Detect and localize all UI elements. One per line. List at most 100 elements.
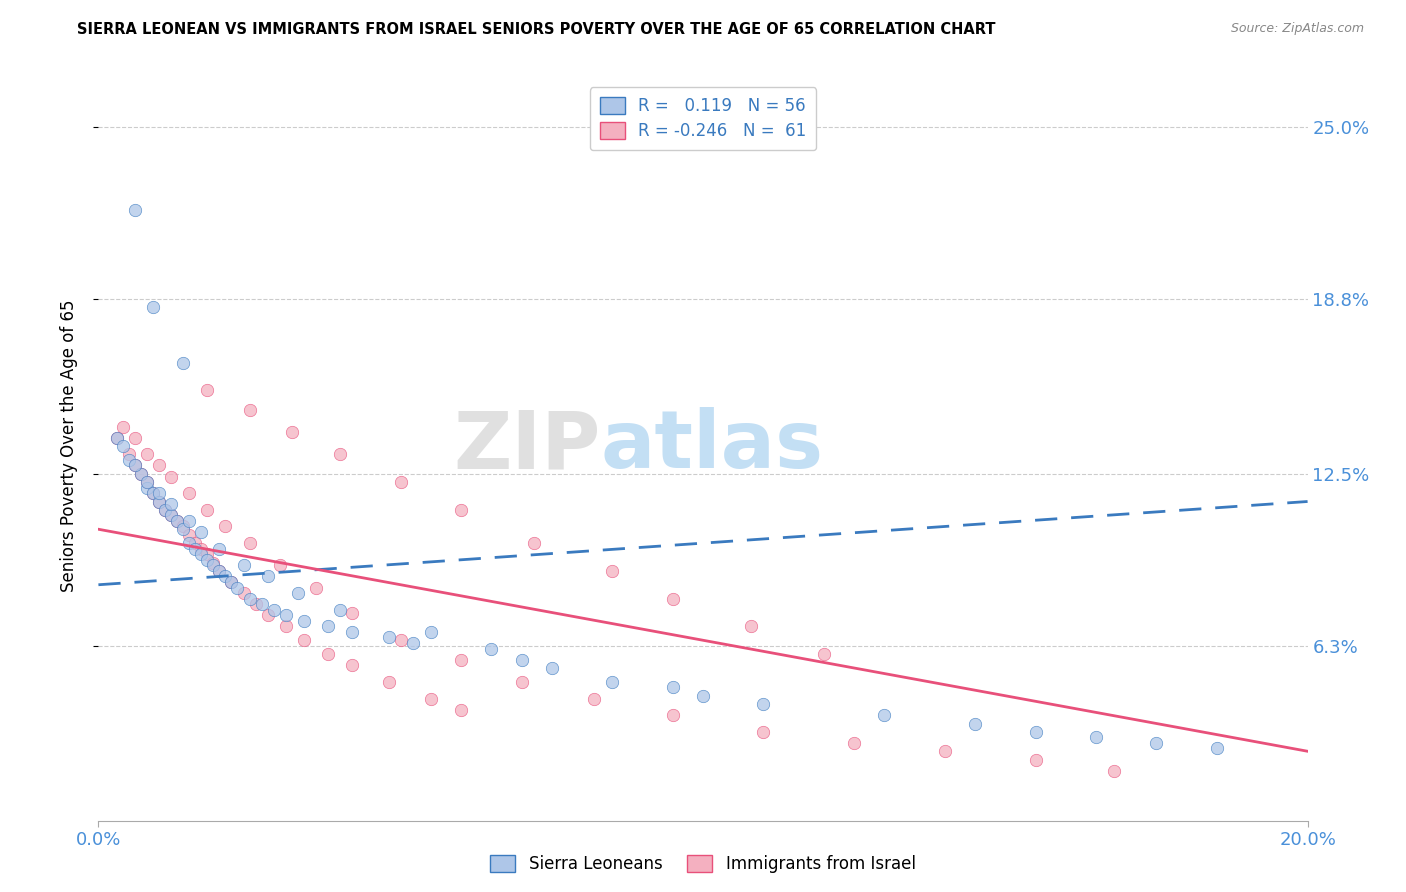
Point <box>184 536 207 550</box>
Text: SIERRA LEONEAN VS IMMIGRANTS FROM ISRAEL SENIORS POVERTY OVER THE AGE OF 65 CORR: SIERRA LEONEAN VS IMMIGRANTS FROM ISRAEL… <box>77 22 995 37</box>
Point <box>148 494 170 508</box>
Point <box>510 653 533 667</box>
Point <box>602 674 624 689</box>
Point <box>692 689 714 703</box>
Point <box>873 708 896 723</box>
Point <box>481 641 503 656</box>
Point <box>377 674 399 689</box>
Point <box>179 514 201 528</box>
Point <box>118 453 141 467</box>
Point <box>208 564 231 578</box>
Point <box>232 558 254 573</box>
Point <box>1206 741 1229 756</box>
Point <box>124 431 146 445</box>
Point <box>661 591 683 606</box>
Point <box>166 514 188 528</box>
Point <box>292 614 315 628</box>
Point <box>965 716 987 731</box>
Point <box>226 581 249 595</box>
Point <box>129 467 152 481</box>
Point <box>148 458 170 473</box>
Point <box>269 558 291 573</box>
Point <box>202 556 225 570</box>
Point <box>179 536 201 550</box>
Point <box>160 497 183 511</box>
Point <box>256 569 278 583</box>
Point <box>1024 753 1046 767</box>
Point <box>166 514 188 528</box>
Point <box>208 564 231 578</box>
Point <box>329 447 352 461</box>
Point <box>316 619 339 633</box>
Point <box>179 528 201 542</box>
Point <box>105 431 128 445</box>
Point <box>184 541 207 556</box>
Point <box>135 481 157 495</box>
Point <box>118 447 141 461</box>
Point <box>540 661 562 675</box>
Point <box>124 458 146 473</box>
Point <box>450 653 472 667</box>
Point <box>124 458 146 473</box>
Point <box>1144 736 1167 750</box>
Point <box>239 403 262 417</box>
Point <box>389 475 412 489</box>
Point <box>1024 724 1046 739</box>
Point <box>221 574 243 589</box>
Point <box>239 536 262 550</box>
Point <box>135 475 157 489</box>
Point <box>153 503 176 517</box>
Point <box>934 744 956 758</box>
Point <box>523 536 546 550</box>
Point <box>329 603 352 617</box>
Point <box>450 503 472 517</box>
Point <box>292 633 315 648</box>
Point <box>111 439 134 453</box>
Point <box>142 486 165 500</box>
Point <box>263 603 285 617</box>
Point <box>1085 731 1108 745</box>
Y-axis label: Seniors Poverty Over the Age of 65: Seniors Poverty Over the Age of 65 <box>59 300 77 592</box>
Point <box>450 703 472 717</box>
Point <box>153 503 176 517</box>
Point <box>1102 764 1125 778</box>
Point <box>148 494 170 508</box>
Point <box>111 419 134 434</box>
Point <box>342 658 364 673</box>
Point <box>172 519 194 533</box>
Point <box>661 681 683 695</box>
Text: Source: ZipAtlas.com: Source: ZipAtlas.com <box>1230 22 1364 36</box>
Point <box>135 475 157 489</box>
Point <box>342 624 364 639</box>
Point <box>316 647 339 661</box>
Point <box>214 519 236 533</box>
Point <box>305 581 328 595</box>
Point <box>239 591 262 606</box>
Point <box>105 431 128 445</box>
Point <box>232 586 254 600</box>
Point <box>190 547 212 561</box>
Point <box>420 624 443 639</box>
Point <box>195 503 218 517</box>
Point <box>190 541 212 556</box>
Point <box>195 384 218 398</box>
Point <box>135 447 157 461</box>
Point <box>142 486 165 500</box>
Point <box>661 708 683 723</box>
Point <box>221 574 243 589</box>
Point <box>377 631 399 645</box>
Point <box>124 203 146 218</box>
Point <box>160 469 183 483</box>
Point <box>160 508 183 523</box>
Point <box>583 691 606 706</box>
Point <box>202 558 225 573</box>
Point <box>245 597 267 611</box>
Point <box>160 508 183 523</box>
Point <box>287 586 309 600</box>
Point <box>389 633 412 648</box>
Point <box>752 697 775 711</box>
Point <box>274 619 297 633</box>
Point <box>844 736 866 750</box>
Point <box>129 467 152 481</box>
Point <box>740 619 762 633</box>
